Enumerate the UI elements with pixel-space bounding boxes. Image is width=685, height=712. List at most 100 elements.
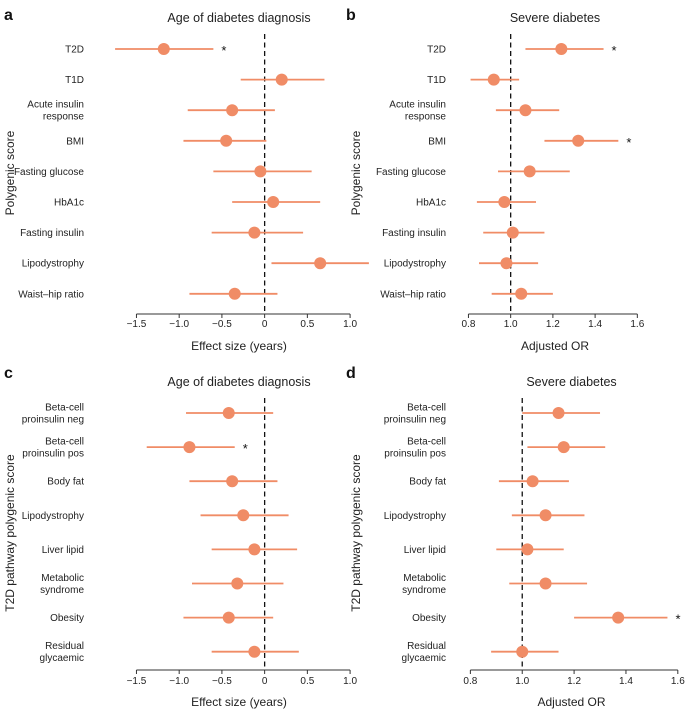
point-estimate — [572, 134, 585, 147]
row-4: Fasting glucose — [376, 165, 570, 178]
x-tick-label: 0.5 — [300, 319, 314, 330]
category-label: BMI — [428, 136, 446, 147]
row-4: Fasting glucose — [14, 165, 312, 178]
x-tick-label: 1.6 — [630, 319, 644, 330]
point-estimate — [248, 645, 261, 658]
panel-c: c Age of diabetes diagnosis −1.5 −1.0 −0.5 0 0… — [3, 365, 357, 709]
category-label: syndrome — [402, 585, 446, 596]
row-3: Lipodystrophy — [22, 509, 289, 522]
category-label: Obesity — [50, 613, 84, 624]
category-label: Acute insulin — [389, 100, 446, 111]
row-4: Liver lipid — [42, 543, 298, 556]
category-label: proinsulin pos — [22, 449, 84, 460]
point-estimate — [222, 407, 235, 419]
panel-a: a Age of diabetes diagnosis −1.5 −1.0 −0.5 0 0… — [3, 7, 369, 353]
point-estimate — [226, 104, 239, 117]
point-estimate — [183, 441, 196, 454]
point-estimate — [231, 577, 244, 590]
point-estimate — [228, 287, 241, 300]
panel-letter: b — [346, 7, 356, 24]
point-estimate — [487, 73, 500, 86]
point-estimate — [267, 196, 280, 208]
x-tick-label: 1.2 — [546, 319, 560, 330]
row-0: T2D * — [65, 43, 226, 58]
category-label: Waist–hip ratio — [18, 289, 84, 300]
point-estimate — [314, 257, 327, 270]
category-label: Body fat — [47, 477, 84, 488]
row-6: Obesity * — [412, 611, 681, 627]
x-axis-label: Adjusted OR — [521, 339, 589, 353]
point-estimate — [248, 543, 261, 556]
row-6: Fasting insulin — [382, 226, 545, 239]
significance-star: * — [243, 441, 248, 456]
category-label: Beta-cell — [407, 403, 446, 414]
panel-title: Severe diabetes — [510, 11, 600, 25]
x-tick-label: 0.5 — [300, 676, 314, 687]
category-label: Fasting glucose — [376, 167, 446, 178]
point-estimate — [523, 165, 536, 178]
panel-d: d Severe diabetes 0.8 1.0 1.2 1.4 1.6 Adjusted … — [346, 365, 685, 709]
x-tick-label: −0.5 — [212, 319, 232, 330]
panel-title: Age of diabetes diagnosis — [167, 11, 310, 25]
point-estimate — [157, 43, 170, 55]
category-label: T2D — [65, 45, 84, 56]
category-label: Lipodystrophy — [384, 511, 446, 522]
x-tick-label: 1.0 — [504, 319, 518, 330]
category-label: Beta-cell — [45, 403, 84, 414]
x-tick-label: −1.0 — [169, 676, 189, 687]
point-estimate — [254, 165, 267, 178]
category-label: Liver lipid — [42, 545, 84, 556]
category-label: glycaemic — [402, 653, 446, 664]
row-1: T1D — [427, 73, 520, 86]
significance-star: * — [221, 43, 226, 58]
point-estimate — [612, 611, 625, 624]
row-0: T2D * — [427, 43, 617, 58]
row-8: Waist–hip ratio — [380, 287, 553, 300]
x-tick-label: 1.2 — [567, 676, 581, 687]
category-label: Lipodystrophy — [22, 259, 84, 270]
x-tick-label: 1.6 — [671, 676, 685, 687]
y-axis-label: T2D pathway polygenic score — [3, 454, 17, 612]
point-estimate — [226, 475, 239, 488]
y-axis-label: T2D pathway polygenic score — [349, 454, 363, 612]
category-label: Lipodystrophy — [384, 259, 446, 270]
row-4: Liver lipid — [404, 543, 564, 556]
row-7: Lipodystrophy — [22, 257, 369, 270]
point-estimate — [506, 226, 519, 239]
category-label: response — [43, 112, 85, 123]
panel-title: Severe diabetes — [526, 375, 616, 389]
category-label: Residual — [407, 641, 446, 652]
row-5: HbA1c — [416, 196, 536, 209]
x-tick-label: 0 — [262, 319, 268, 330]
point-estimate — [539, 509, 552, 522]
x-axis-label: Effect size (years) — [191, 695, 287, 709]
row-6: Fasting insulin — [20, 226, 304, 239]
panel-letter: d — [346, 365, 356, 382]
row-7: Lipodystrophy — [384, 257, 539, 270]
point-estimate — [552, 407, 565, 419]
significance-star: * — [612, 43, 617, 58]
panel-letter: c — [4, 365, 13, 382]
x-tick-label: −1.5 — [127, 319, 147, 330]
point-estimate — [515, 287, 528, 300]
category-label: Beta-cell — [407, 437, 446, 448]
point-estimate — [220, 134, 233, 147]
category-label: Fasting insulin — [20, 228, 84, 239]
x-tick-label: 1.4 — [619, 676, 633, 687]
x-tick-label: 1.4 — [588, 319, 602, 330]
row-2: Body fat — [409, 475, 569, 488]
category-label: Fasting glucose — [14, 167, 84, 178]
x-tick-label: 0.8 — [463, 676, 477, 687]
point-estimate — [557, 441, 570, 454]
row-2: Body fat — [47, 475, 278, 488]
y-axis-label: Polygenic score — [3, 130, 17, 215]
category-label: Liver lipid — [404, 545, 446, 556]
